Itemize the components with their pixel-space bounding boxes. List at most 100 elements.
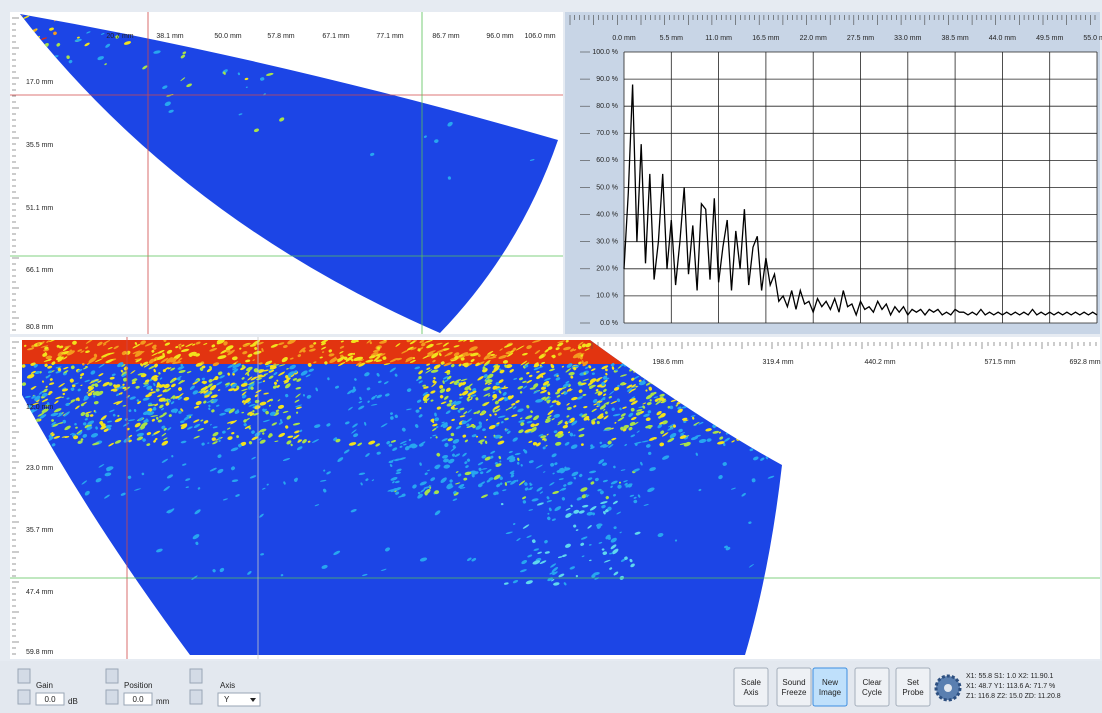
speckle: [487, 373, 494, 379]
speckle: [170, 383, 176, 388]
speckle: [442, 454, 449, 459]
speckle: [611, 437, 617, 441]
speckle: [151, 344, 157, 349]
speckle: [410, 347, 417, 351]
speckle: [534, 349, 541, 355]
speckle: [499, 436, 503, 439]
spin-up[interactable]: [17, 668, 31, 684]
speckle: [55, 366, 62, 369]
speckle: [285, 393, 289, 398]
speckle: [399, 440, 407, 445]
speckle: [110, 388, 115, 392]
speckle: [307, 440, 311, 443]
speckle: [109, 409, 115, 413]
field-unit: dB: [68, 697, 78, 706]
speckle: [418, 375, 422, 380]
ruler-label: 692.8 mm: [1069, 359, 1100, 366]
speckle: [98, 373, 104, 377]
speckle: [77, 388, 81, 392]
speckle: [347, 389, 354, 395]
toolbar-button[interactable]: [776, 667, 812, 707]
toolbar-button[interactable]: [895, 667, 931, 707]
speckle: [566, 388, 572, 392]
field-box[interactable]: [35, 692, 65, 706]
speckle: [121, 350, 127, 356]
speckle: [157, 349, 165, 354]
speckle: [151, 349, 155, 353]
speckle: [520, 464, 523, 467]
spin-up[interactable]: [105, 668, 119, 684]
speckle: [228, 408, 235, 414]
speckle: [587, 525, 592, 529]
speckle: [143, 382, 149, 385]
speckle: [565, 380, 570, 384]
speckle: [376, 372, 380, 377]
speckle: [41, 392, 48, 397]
speckle: [482, 428, 486, 432]
speckle: [594, 477, 599, 482]
spin-down[interactable]: [17, 689, 31, 705]
speckle: [268, 404, 271, 407]
speckle: [577, 345, 582, 350]
speckle: [93, 353, 98, 358]
speckle: [643, 503, 649, 506]
ruler-label: 20.7 mm: [106, 33, 133, 40]
speckle: [240, 366, 246, 371]
speckle: [483, 359, 491, 366]
speckle: [222, 430, 226, 434]
speckle: [141, 472, 145, 476]
speckle: [167, 367, 172, 370]
speckle: [536, 371, 540, 373]
speckle: [470, 352, 479, 357]
speckle: [467, 557, 472, 562]
speckle: [150, 415, 159, 417]
speckle: [503, 385, 506, 388]
speckle: [230, 420, 237, 425]
speckle: [423, 386, 429, 389]
speckle: [440, 401, 447, 405]
speckle: [489, 413, 492, 417]
speckle: [399, 445, 403, 448]
speckle: [394, 480, 400, 484]
speckle: [157, 419, 162, 423]
speckle: [415, 409, 420, 413]
speckle: [61, 350, 70, 355]
speckle: [108, 382, 113, 386]
speckle: [628, 412, 634, 418]
speckle: [302, 349, 306, 353]
speckle: [459, 407, 465, 411]
speckle: [53, 31, 57, 36]
toolbar-button[interactable]: [854, 667, 890, 707]
speckle: [409, 359, 416, 363]
speckle: [66, 350, 75, 356]
speckle: [493, 434, 496, 437]
speckle: [146, 432, 152, 436]
speckle: [249, 343, 257, 347]
speckle: [242, 344, 247, 347]
spin-down[interactable]: [189, 689, 203, 705]
speckle: [495, 435, 501, 439]
speckle: [140, 422, 148, 427]
field-box[interactable]: [123, 692, 153, 706]
toolbar-button[interactable]: [733, 667, 769, 707]
speckle: [365, 359, 374, 363]
speckle: [588, 365, 592, 369]
speckle: [667, 426, 674, 431]
speckle: [455, 425, 462, 430]
spin-down[interactable]: [105, 689, 119, 705]
axis-dropdown[interactable]: [217, 692, 261, 707]
speckle: [608, 395, 612, 399]
speckle: [370, 403, 378, 406]
ruler-label: 57.8 mm: [267, 33, 294, 40]
toolbar-button[interactable]: [812, 667, 848, 707]
speckle: [573, 524, 577, 528]
spin-up[interactable]: [189, 668, 203, 684]
speckle: [262, 432, 265, 435]
speckle: [459, 487, 466, 489]
ruler-label: 51.1 mm: [26, 205, 53, 212]
speckle: [158, 397, 166, 402]
speckle: [582, 393, 587, 397]
speckle: [480, 471, 484, 475]
speckle: [366, 387, 371, 391]
speckle: [390, 412, 393, 415]
